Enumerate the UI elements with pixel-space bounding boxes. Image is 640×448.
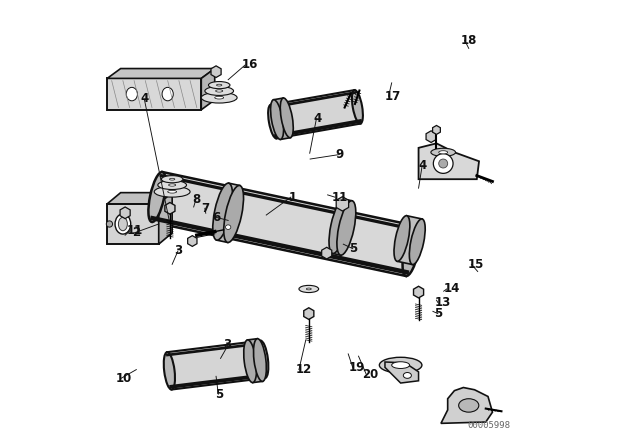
Polygon shape bbox=[336, 197, 349, 211]
Text: 14: 14 bbox=[443, 282, 460, 296]
Ellipse shape bbox=[431, 148, 456, 156]
Polygon shape bbox=[211, 66, 221, 78]
Polygon shape bbox=[273, 98, 291, 139]
Polygon shape bbox=[333, 199, 352, 255]
Ellipse shape bbox=[215, 96, 224, 99]
Ellipse shape bbox=[439, 151, 448, 154]
Polygon shape bbox=[419, 143, 479, 179]
Text: 7: 7 bbox=[202, 202, 209, 215]
Polygon shape bbox=[167, 341, 265, 389]
Ellipse shape bbox=[380, 358, 422, 373]
Text: 5: 5 bbox=[435, 307, 442, 320]
Text: 11: 11 bbox=[127, 224, 143, 237]
Polygon shape bbox=[159, 193, 172, 244]
Polygon shape bbox=[413, 286, 424, 298]
Polygon shape bbox=[397, 215, 422, 265]
Text: 20: 20 bbox=[362, 367, 379, 381]
Polygon shape bbox=[248, 339, 262, 383]
FancyBboxPatch shape bbox=[108, 78, 202, 110]
Circle shape bbox=[106, 221, 113, 227]
Ellipse shape bbox=[216, 90, 223, 92]
Text: 2: 2 bbox=[132, 226, 140, 240]
Text: 3: 3 bbox=[224, 338, 232, 352]
Text: 16: 16 bbox=[242, 58, 258, 72]
Text: 5: 5 bbox=[215, 388, 223, 401]
Ellipse shape bbox=[271, 100, 284, 139]
Ellipse shape bbox=[202, 92, 237, 103]
Ellipse shape bbox=[168, 190, 177, 193]
Ellipse shape bbox=[170, 178, 175, 180]
Ellipse shape bbox=[158, 181, 186, 190]
Circle shape bbox=[433, 154, 453, 173]
Text: 00005998: 00005998 bbox=[467, 421, 510, 430]
Ellipse shape bbox=[268, 105, 279, 138]
Ellipse shape bbox=[154, 186, 190, 197]
Ellipse shape bbox=[337, 201, 356, 255]
Ellipse shape bbox=[225, 225, 231, 229]
Ellipse shape bbox=[257, 340, 268, 378]
Polygon shape bbox=[202, 69, 215, 110]
Text: 15: 15 bbox=[468, 258, 484, 271]
Ellipse shape bbox=[162, 87, 173, 101]
Ellipse shape bbox=[410, 219, 425, 265]
Ellipse shape bbox=[148, 172, 166, 222]
Polygon shape bbox=[385, 362, 419, 383]
Ellipse shape bbox=[209, 82, 230, 89]
Ellipse shape bbox=[352, 90, 363, 124]
Ellipse shape bbox=[280, 98, 293, 138]
Polygon shape bbox=[165, 202, 175, 214]
Ellipse shape bbox=[164, 352, 175, 390]
Text: 18: 18 bbox=[461, 34, 477, 47]
Ellipse shape bbox=[394, 215, 410, 261]
Polygon shape bbox=[152, 172, 417, 276]
Text: 3: 3 bbox=[174, 244, 182, 258]
Text: 12: 12 bbox=[296, 363, 312, 376]
Text: 5: 5 bbox=[349, 242, 357, 255]
Ellipse shape bbox=[403, 226, 420, 276]
Ellipse shape bbox=[126, 87, 138, 101]
Ellipse shape bbox=[392, 362, 410, 368]
Text: 4: 4 bbox=[141, 92, 149, 105]
Polygon shape bbox=[188, 236, 197, 246]
Ellipse shape bbox=[307, 288, 311, 290]
Ellipse shape bbox=[224, 185, 244, 242]
Circle shape bbox=[439, 159, 448, 168]
Text: 19: 19 bbox=[349, 361, 365, 374]
Ellipse shape bbox=[115, 214, 131, 234]
Ellipse shape bbox=[205, 86, 234, 95]
Ellipse shape bbox=[253, 339, 266, 381]
Ellipse shape bbox=[216, 84, 222, 86]
Polygon shape bbox=[322, 247, 332, 259]
Ellipse shape bbox=[212, 183, 232, 240]
Polygon shape bbox=[441, 388, 493, 423]
Polygon shape bbox=[426, 131, 436, 142]
Polygon shape bbox=[120, 207, 130, 219]
Ellipse shape bbox=[459, 399, 479, 412]
Polygon shape bbox=[108, 193, 172, 204]
Text: 6: 6 bbox=[212, 211, 221, 224]
Polygon shape bbox=[216, 183, 240, 242]
Ellipse shape bbox=[168, 184, 176, 186]
Text: 4: 4 bbox=[419, 159, 427, 172]
Text: 4: 4 bbox=[314, 112, 321, 125]
Polygon shape bbox=[304, 308, 314, 319]
Text: 13: 13 bbox=[435, 296, 451, 309]
Ellipse shape bbox=[118, 217, 127, 231]
Polygon shape bbox=[108, 69, 215, 78]
Ellipse shape bbox=[161, 176, 183, 183]
Text: 11: 11 bbox=[332, 190, 348, 204]
Text: 9: 9 bbox=[336, 148, 344, 161]
Ellipse shape bbox=[299, 285, 319, 293]
FancyBboxPatch shape bbox=[108, 204, 159, 244]
Ellipse shape bbox=[329, 199, 348, 254]
Text: 10: 10 bbox=[116, 372, 132, 385]
Text: 1: 1 bbox=[289, 190, 297, 204]
Ellipse shape bbox=[244, 340, 257, 383]
Text: 17: 17 bbox=[385, 90, 401, 103]
Polygon shape bbox=[271, 90, 360, 138]
Ellipse shape bbox=[222, 222, 234, 232]
Ellipse shape bbox=[403, 373, 412, 378]
Text: 8: 8 bbox=[192, 193, 200, 206]
Polygon shape bbox=[433, 125, 440, 134]
